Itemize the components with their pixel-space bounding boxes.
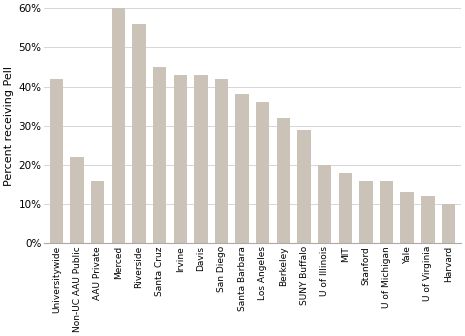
Bar [318,165,332,243]
Bar [297,130,311,243]
Bar [173,75,187,243]
Bar [277,118,290,243]
Bar [380,181,393,243]
Bar [339,173,352,243]
Bar [235,94,249,243]
Bar [400,192,414,243]
Bar [91,181,105,243]
Bar [70,157,84,243]
Bar [442,204,455,243]
Bar [50,79,63,243]
Bar [256,102,270,243]
Bar [153,67,166,243]
Bar [421,196,434,243]
Bar [194,75,207,243]
Bar [359,181,372,243]
Bar [133,24,146,243]
Bar [215,79,228,243]
Y-axis label: Percent receiving Pell: Percent receiving Pell [4,66,14,186]
Bar [112,8,125,243]
